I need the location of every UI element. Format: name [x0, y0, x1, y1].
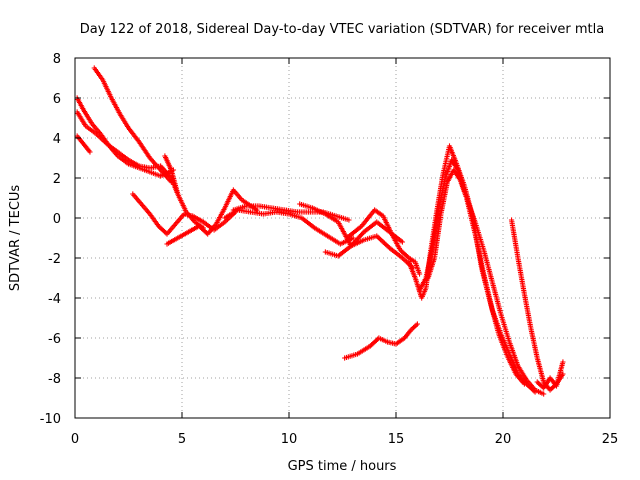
chart-title: Day 122 of 2018, Sidereal Day-to-day VTE…: [80, 22, 604, 37]
y-tick-label: 8: [53, 52, 61, 67]
series-track-p: [425, 167, 547, 397]
data-point: [87, 149, 93, 155]
y-tick-label: -10: [40, 412, 61, 427]
data-markers: [74, 65, 566, 397]
y-axis-label: SDTVAR / TECUs: [8, 185, 23, 292]
data-point: [200, 225, 206, 231]
series-track-o: [416, 157, 538, 395]
data-point: [346, 217, 352, 223]
x-tick-label: 20: [495, 432, 512, 447]
x-axis-label: GPS time / hours: [288, 459, 397, 474]
series-track-m: [342, 321, 420, 361]
y-tick-label: 0: [53, 212, 61, 227]
data-point: [416, 271, 423, 277]
y-tick-label: 4: [53, 132, 61, 147]
y-tick-label: -4: [48, 292, 61, 307]
data-point: [560, 359, 566, 365]
axis-ticks: [74, 57, 611, 419]
series-track-h: [222, 207, 356, 247]
x-tick-label: 0: [71, 432, 79, 447]
y-tick-label: -6: [48, 332, 61, 347]
series-track-q: [508, 217, 566, 393]
series-track-j: [297, 201, 416, 271]
data-point: [399, 239, 406, 245]
series-track-f: [164, 187, 260, 247]
y-tick-labels: -10 -8 -6 -4 -2 0 2 4 6 8: [40, 52, 61, 427]
y-tick-label: 6: [53, 92, 61, 107]
series-track-k: [322, 219, 406, 259]
grid-lines: [75, 58, 610, 418]
plot-frame: [74, 57, 611, 419]
y-tick-label: -2: [48, 252, 61, 267]
x-tick-label: 10: [281, 432, 298, 447]
x-tick-label: 15: [388, 432, 405, 447]
data-point: [541, 391, 547, 397]
x-tick-labels: 0 5 10 15 20 25: [71, 432, 618, 447]
data-point: [414, 321, 420, 327]
data-point: [350, 235, 356, 241]
y-tick-label: -8: [48, 372, 61, 387]
x-tick-label: 5: [178, 432, 186, 447]
series-track-l: [344, 207, 423, 277]
series-track-g: [162, 153, 206, 231]
x-tick-label: 25: [602, 432, 619, 447]
y-tick-label: 2: [53, 172, 61, 187]
series-track-c: [74, 133, 93, 155]
series-track-r: [534, 359, 566, 391]
